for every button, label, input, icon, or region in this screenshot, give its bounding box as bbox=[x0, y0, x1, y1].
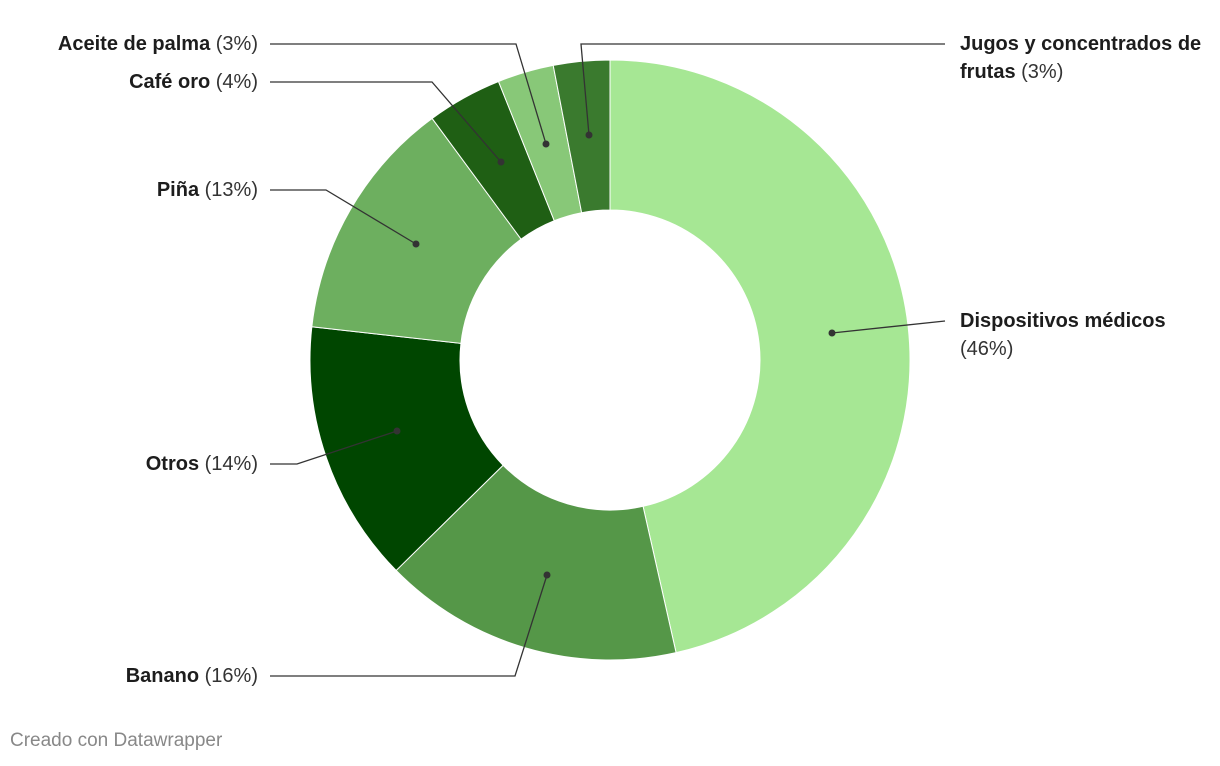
leader-line bbox=[270, 430, 398, 465]
slice bbox=[311, 117, 522, 344]
slice-label: Café oro (4%) bbox=[129, 68, 258, 96]
slice bbox=[552, 59, 611, 214]
value-label: (3%) bbox=[215, 33, 258, 55]
leader-dot bbox=[828, 329, 836, 337]
leader-dot bbox=[542, 140, 550, 148]
category-label: Dispositivos médicos bbox=[960, 310, 1166, 332]
slice bbox=[395, 464, 677, 661]
value-label: (13%) bbox=[204, 179, 258, 201]
value-label: (16%) bbox=[204, 665, 258, 687]
slice-label: Banano (16%) bbox=[126, 662, 258, 690]
leader-line bbox=[580, 43, 945, 136]
category-label: Banano bbox=[125, 665, 200, 687]
leader-dot bbox=[412, 240, 420, 248]
leader-line bbox=[270, 574, 548, 677]
category-label: Café oro bbox=[129, 71, 211, 93]
slice-label: Dispositivos médicos (46%) bbox=[960, 307, 1200, 363]
category-label: Otros bbox=[145, 453, 200, 475]
leader-dot bbox=[543, 571, 551, 579]
leader-line bbox=[831, 320, 946, 334]
slice bbox=[309, 326, 504, 572]
value-label: (3%) bbox=[1021, 61, 1064, 83]
leader-line bbox=[270, 43, 547, 145]
slice-label: Aceite de palma (3%) bbox=[58, 30, 258, 58]
leader-line bbox=[270, 81, 502, 163]
slice-label: Otros (14%) bbox=[146, 450, 258, 478]
slice bbox=[609, 59, 911, 654]
slice-label: Jugos y concentrados de frutas (3%) bbox=[960, 30, 1210, 86]
category-label: Aceite de palma bbox=[57, 33, 211, 55]
leader-dot bbox=[585, 131, 593, 139]
value-label: (46%) bbox=[960, 338, 1014, 360]
category-label: Jugos y concentrados de frutas bbox=[960, 33, 1202, 83]
value-label: (14%) bbox=[204, 453, 258, 475]
slice-label: Piña (13%) bbox=[157, 176, 258, 204]
leader-dot bbox=[393, 427, 401, 435]
footer: Creado con Datawrapper bbox=[10, 730, 223, 751]
value-label: (4%) bbox=[215, 71, 258, 93]
leader-line bbox=[270, 189, 417, 245]
category-label: Piña bbox=[156, 179, 200, 201]
leader-dot bbox=[497, 158, 505, 166]
